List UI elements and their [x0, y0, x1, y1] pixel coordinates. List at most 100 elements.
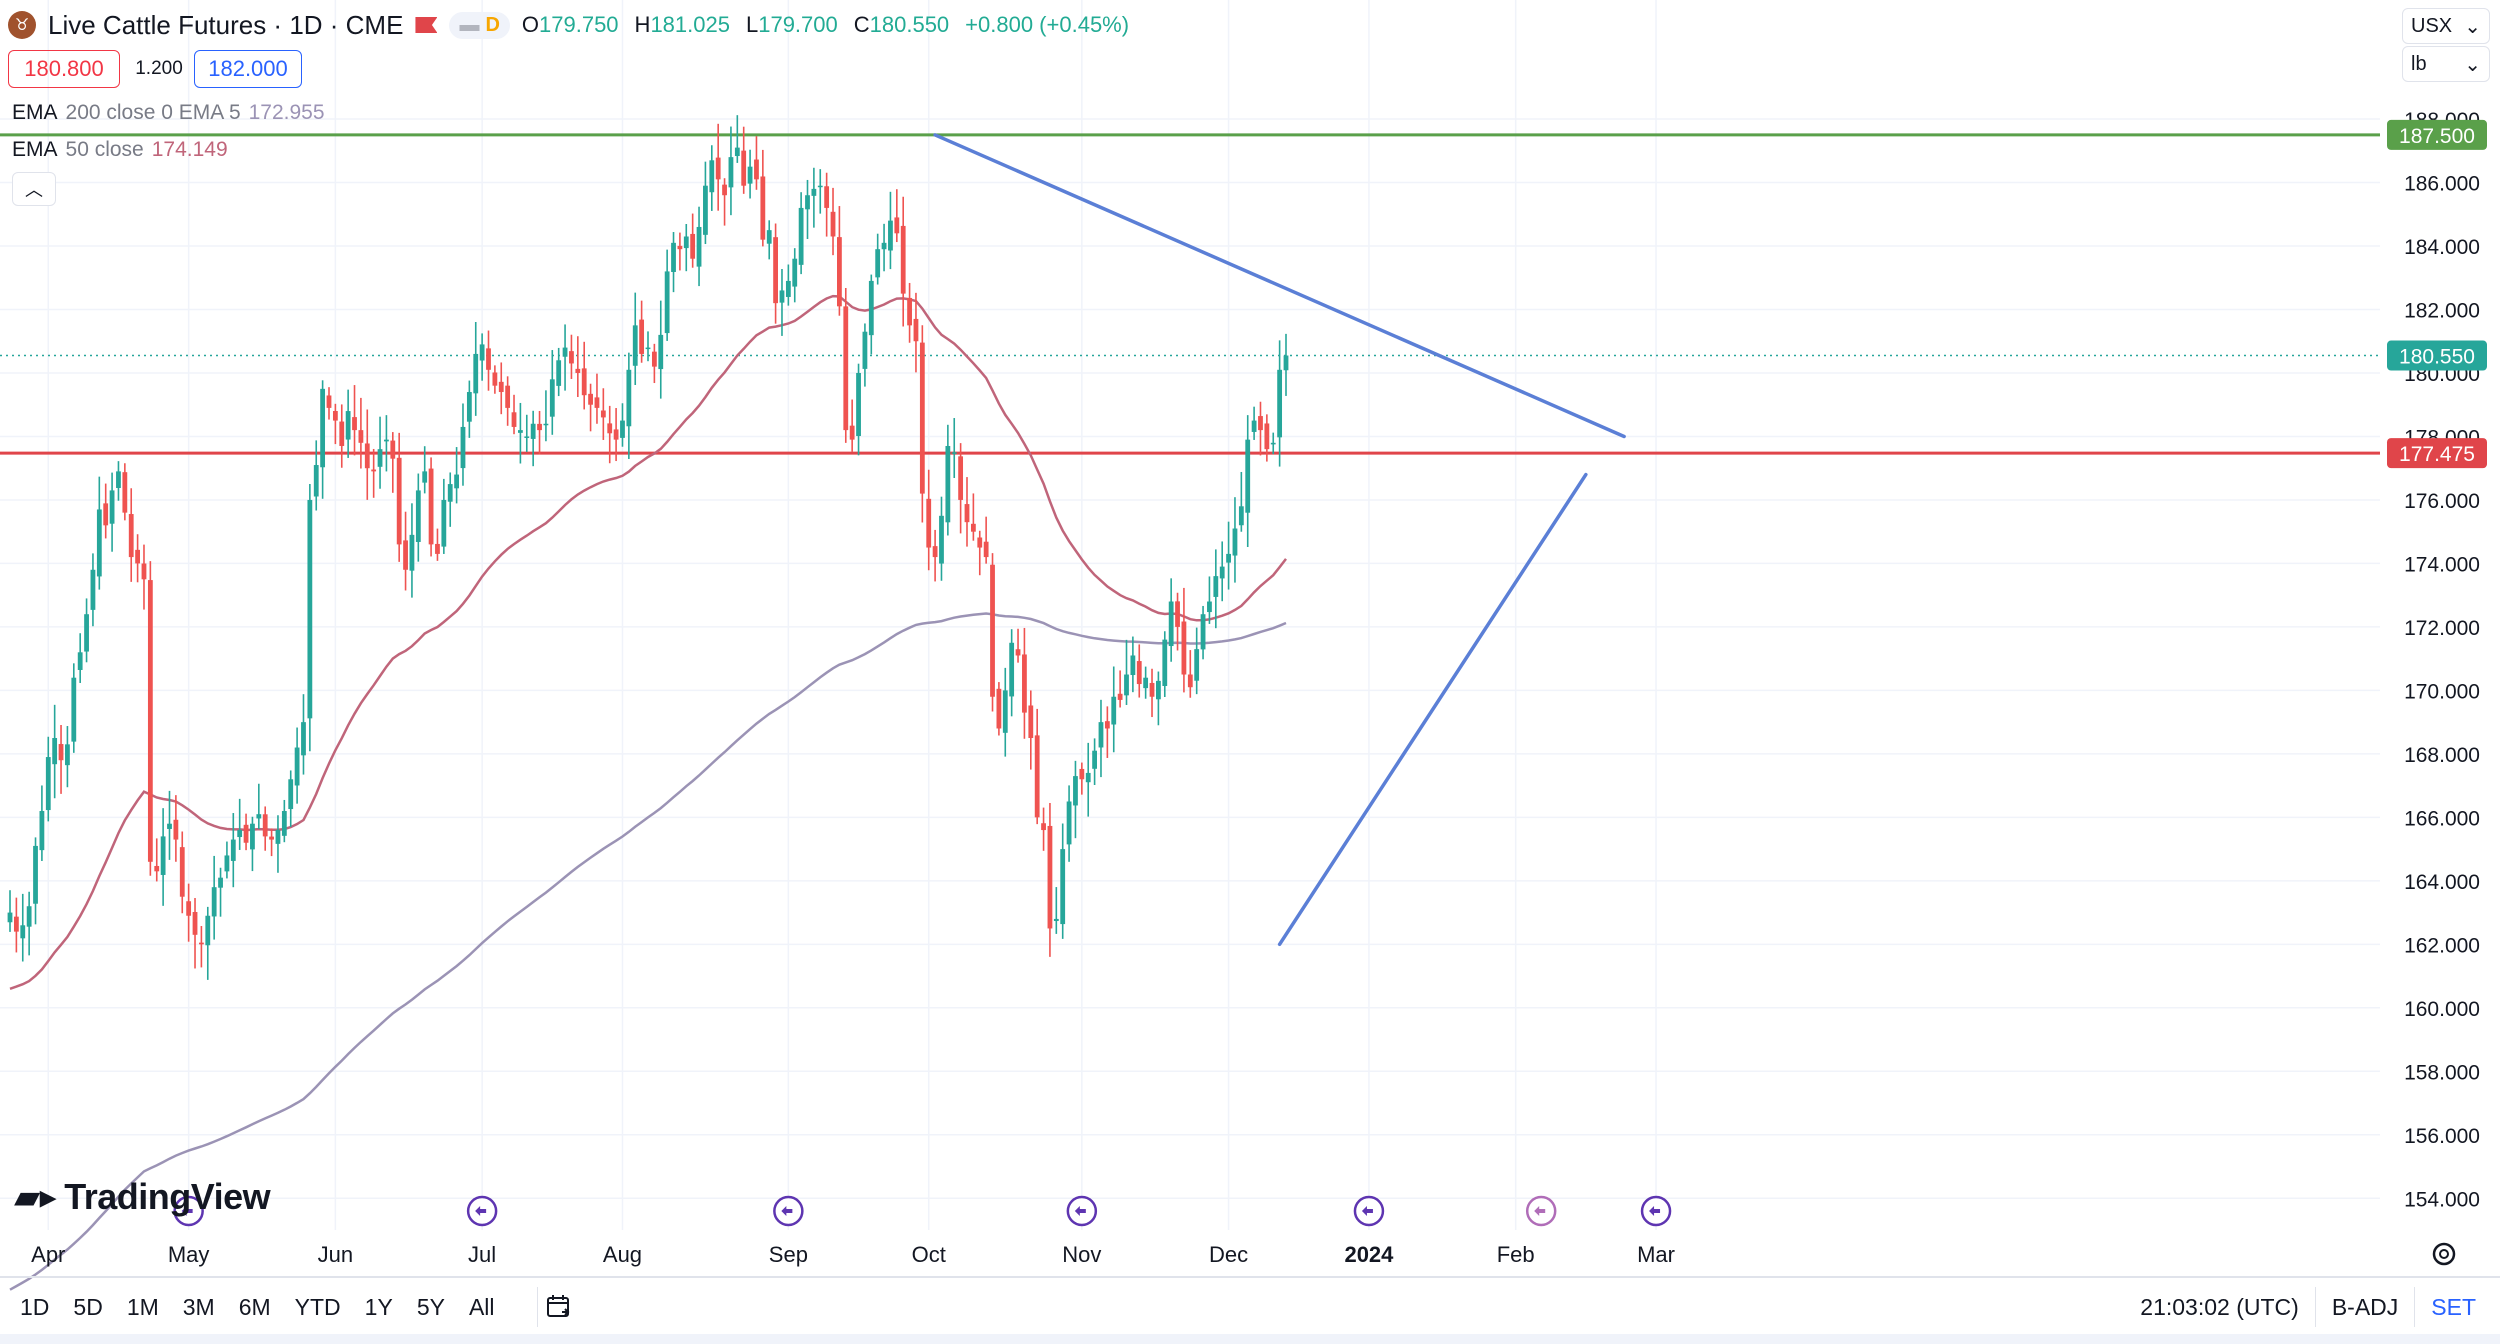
candle-body	[173, 819, 179, 840]
indicator-params: 200 close 0 EMA 5	[65, 101, 241, 124]
settings-gear-icon[interactable]	[2432, 1242, 2456, 1266]
ohlc-values: O179.750 H181.025 L179.700 C180.550 +0.8…	[522, 12, 1129, 38]
unit-select[interactable]: lb ⌄	[2402, 46, 2490, 82]
trendline[interactable]	[933, 133, 1626, 439]
clock-display[interactable]: 21:03:02 (UTC)	[2140, 1293, 2299, 1320]
candle-body	[1238, 506, 1244, 526]
range-button-6m[interactable]: 6M	[238, 1293, 271, 1320]
candle	[620, 403, 625, 447]
symbol-title[interactable]: Live Cattle Futures · 1D · CME	[48, 9, 404, 40]
price-tick-label: 166.000	[2404, 807, 2480, 830]
candle	[683, 223, 689, 272]
candle-body	[390, 440, 396, 459]
trendlines[interactable]	[933, 133, 1626, 947]
range-button-1m[interactable]: 1M	[126, 1293, 159, 1320]
range-button-1d[interactable]: 1D	[20, 1293, 50, 1320]
event-markers[interactable]	[173, 1195, 1672, 1227]
rollover-event-icon[interactable]	[773, 1195, 804, 1227]
interval-pill[interactable]: ▬ D	[449, 11, 510, 39]
session-toggle[interactable]: SET	[2414, 1287, 2492, 1327]
range-button-5d[interactable]: 5D	[73, 1293, 103, 1320]
candle-body	[396, 457, 402, 545]
symbol-logo-icon: ♉	[8, 11, 36, 39]
candle	[875, 233, 881, 285]
candle-body	[792, 258, 798, 287]
candle-body	[888, 220, 893, 251]
candle	[116, 461, 121, 501]
price-axis-labels: 187.500 180.550 177.475	[2387, 119, 2487, 469]
candle	[569, 334, 574, 379]
tradingview-logo[interactable]: ▰▸ TradingView	[14, 1176, 271, 1218]
time-axis[interactable]: Apr May Jun Jul Aug Sep Oct Nov Dec 2024 Feb Mar	[31, 1242, 2456, 1267]
candle-body	[377, 449, 383, 467]
rollover-event-icon[interactable]	[1066, 1195, 1098, 1227]
rollover-event-icon[interactable]	[173, 1195, 204, 1227]
candle	[709, 145, 715, 211]
currency-select[interactable]: USX ⌄	[2402, 8, 2490, 44]
ema-50-line[interactable]	[9, 294, 1287, 990]
candlesticks	[7, 115, 1289, 980]
candle-body	[384, 439, 389, 442]
rollover-event-icon[interactable]	[1640, 1195, 1672, 1227]
candle-body	[403, 540, 408, 570]
range-button-1y[interactable]: 1Y	[364, 1293, 393, 1320]
high-value: 181.025	[650, 12, 730, 37]
candle	[1104, 706, 1110, 758]
gear-center	[2439, 1249, 2449, 1259]
trendline[interactable]	[1277, 472, 1588, 947]
rollover-event-icon[interactable]	[466, 1195, 498, 1227]
go-to-date-button[interactable]	[536, 1287, 581, 1327]
candle-body	[320, 388, 326, 468]
range-button-all[interactable]: All	[468, 1293, 495, 1320]
ema-200-line[interactable]	[9, 612, 1287, 1291]
candle	[594, 373, 600, 424]
range-button-3m[interactable]: 3M	[182, 1293, 215, 1320]
flag-icon[interactable]	[415, 17, 438, 33]
candle-body	[415, 490, 421, 542]
candle	[1238, 471, 1244, 532]
indicator-ema-200[interactable]: EMA 200 close 0 EMA 5 172.955	[12, 101, 325, 125]
candle-body	[703, 185, 708, 235]
range-button-ytd[interactable]: YTD	[294, 1293, 341, 1320]
candle	[824, 172, 830, 237]
candle-body	[1117, 693, 1123, 700]
candle	[677, 232, 683, 271]
dividend-event-icon[interactable]	[1525, 1195, 1557, 1227]
candle	[45, 736, 51, 822]
candle	[39, 785, 45, 861]
candle	[345, 389, 351, 458]
candle-body	[734, 147, 740, 157]
time-tick-label: Feb	[1497, 1242, 1535, 1267]
candle-body	[58, 744, 64, 761]
candle-body	[1079, 768, 1085, 780]
price-axis[interactable]: 154.000 156.000 158.000 160.000 162.000 164.0…	[2404, 109, 2480, 1211]
candle	[888, 191, 893, 270]
candle	[1213, 549, 1219, 629]
candle	[396, 432, 402, 562]
candle	[1111, 666, 1117, 753]
marker-arrow	[1534, 1206, 1546, 1216]
bottom-toolbar: 1D 5D 1M 3M 6M YTD 1Y 5Y All 21:03:02 (UTC) B-AD…	[0, 1276, 2500, 1336]
time-tick-label: Jul	[468, 1242, 496, 1267]
sell-button[interactable]: 180.800	[8, 50, 120, 88]
candle	[785, 264, 791, 306]
candle-body	[122, 472, 128, 513]
candle-body	[690, 233, 696, 259]
candle-body	[1066, 801, 1072, 845]
candle	[907, 282, 912, 343]
time-tick-label: Nov	[1062, 1242, 1101, 1267]
candle-body	[696, 226, 702, 267]
candle	[109, 472, 115, 552]
candle-body	[1277, 369, 1283, 438]
collapse-legend-button[interactable]: ︿	[12, 172, 56, 206]
adjustment-toggle[interactable]: B-ADJ	[2314, 1287, 2414, 1327]
rollover-event-icon[interactable]	[1353, 1195, 1385, 1227]
time-tick-label: Jun	[318, 1242, 353, 1267]
candle	[1258, 401, 1263, 456]
candle-body	[632, 325, 638, 366]
range-button-5y[interactable]: 5Y	[416, 1293, 445, 1320]
indicator-ema-50[interactable]: EMA 50 close 174.149	[12, 138, 228, 162]
candle-body	[983, 541, 989, 558]
buy-button[interactable]: 182.000	[194, 50, 302, 88]
